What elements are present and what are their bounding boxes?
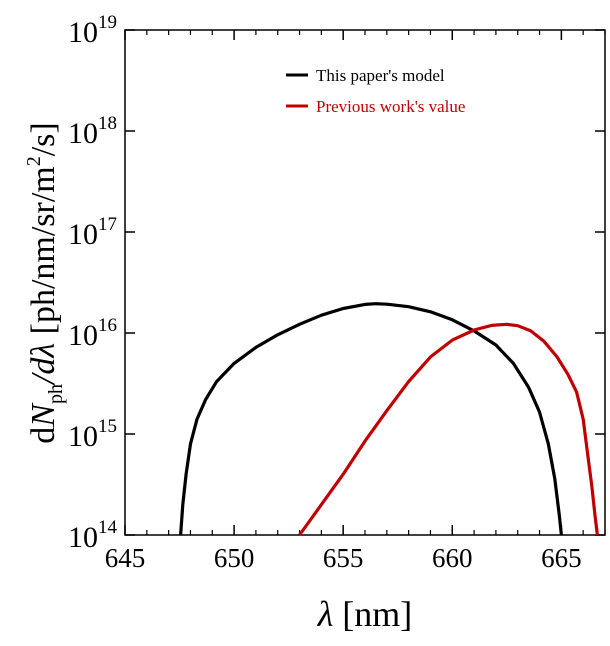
y-axis-unit-sup: 2	[23, 156, 45, 166]
x-tick-label: 650	[214, 543, 255, 573]
x-axis-unit: [nm]	[342, 594, 412, 634]
y-tick-label: 1014	[68, 517, 118, 554]
y-tick-label: 1018	[68, 113, 117, 150]
y-axis-unit-a: [ph/nm/sr/m	[25, 166, 62, 343]
tick-labels: 645 650 655 660 665 1014 1015 1016 1017 1018 1019	[68, 12, 582, 573]
y-tick-label: 1017	[68, 214, 117, 251]
x-tick-label: 645	[105, 543, 146, 573]
legend: This paper's model Previous work's value	[286, 66, 465, 116]
y-tick-label: 1019	[68, 12, 117, 49]
y-axis-mid: /dλ	[25, 343, 62, 386]
y-axis-unit-b: /s]	[25, 122, 62, 156]
y-axis-sub: ph	[45, 384, 67, 404]
series-layer	[179, 302, 599, 536]
y-axis-d: d	[25, 427, 62, 444]
series-line-0	[179, 302, 563, 536]
x-axis-symbol: λ	[317, 594, 334, 634]
y-axis-title: dNph/dλ [ph/nm/sr/m2/s]	[23, 122, 67, 443]
y-tick-label: 1016	[68, 315, 117, 352]
y-tick-label: 1015	[68, 416, 117, 453]
x-tick-label: 665	[541, 543, 582, 573]
y-axis-n: N	[25, 402, 62, 428]
x-tick-label: 655	[323, 543, 364, 573]
series-line-1	[298, 322, 599, 536]
legend-label-1: Previous work's value	[316, 97, 465, 116]
legend-label-0: This paper's model	[316, 66, 445, 85]
x-tick-label: 660	[432, 543, 473, 573]
x-axis-title: λ [nm]	[317, 594, 413, 634]
